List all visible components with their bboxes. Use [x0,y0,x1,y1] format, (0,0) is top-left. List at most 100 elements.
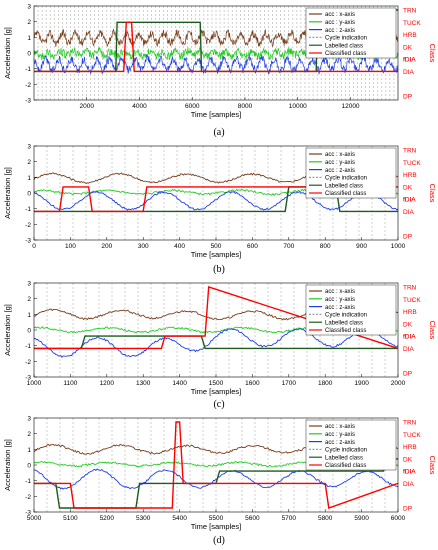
classified-class-line [34,421,399,509]
x-tick-label: 6000 [391,515,406,522]
x-tick-label: 1100 [63,380,77,387]
x-axis-label: Time [samples] [191,110,242,119]
class-label: TUCK [403,20,421,27]
classified-class-line [34,21,398,73]
class-label: DIA [403,209,415,216]
y-tick-label: 1 [27,35,31,42]
class-label: DK [403,44,413,51]
legend-item: acc : z-axis [325,440,355,446]
x-tick-label: 300 [138,243,149,250]
series-z-axis-line [33,468,399,490]
y-tick-label: -2 [25,222,31,229]
legend-item: acc : x-axis [325,424,355,430]
class-label: DK [403,456,413,463]
class-label: TRN [403,285,417,292]
y-tick-label: 0 [27,191,31,198]
legend-item: acc : x-axis [325,152,355,158]
legend: acc : x-axis acc : y-axis acc : z-axis Cycl… [305,7,397,59]
class-label: TUCK [403,160,421,167]
x-tick-label: 6000 [185,103,200,110]
panel-caption: (a) [213,127,225,138]
legend-box [305,147,397,199]
y-tick-label: 1 [27,312,31,319]
x-tick-label: 5400 [172,515,187,522]
x-tick-label: 400 [174,243,185,250]
y-tick-label: -2 [25,359,31,366]
legend-item: acc : z-axis [325,305,355,311]
class-label: fDIA [403,469,416,476]
x-tick-label: 8000 [238,103,253,110]
y-tick-label: -1 [25,66,31,73]
x-tick-label: 5200 [100,515,115,522]
panel-1: 3 2 1 0 -1 -2 -3 2000 4000 6000 8000 10000 12000 Time… [3,4,437,120]
x-tick-label: 1400 [172,380,187,387]
y-axis-label: Acceleration [g] [3,167,12,219]
y-tick-label: -2 [25,82,31,89]
y-tick-label: 1 [27,175,31,182]
class-label: fDIA [403,334,416,341]
series-z-axis-line [33,190,399,211]
x-tick-label: 100 [65,243,76,250]
x-tick-label: 12000 [341,103,359,110]
x-axis-label: Time [samples] [191,522,242,531]
class-label: fDIA [403,469,416,476]
right-axis-label: Class [428,184,437,203]
class-label: DIA [403,69,415,76]
x-tick-label: 1200 [100,380,115,387]
x-tick-label: 1500 [209,380,224,387]
x-tick-label: 10000 [289,103,307,110]
x-tick-label: 5000 [27,515,42,522]
legend: acc : x-axis acc : y-axis acc : z-axis Cycl… [305,147,397,199]
y-tick-label: -3 [25,510,31,517]
legend-item: Cycle indication [325,448,367,454]
right-axis-label: Class [428,456,437,475]
x-tick-label: 1300 [136,380,151,387]
legend-box [305,419,397,471]
y-tick-label: -1 [25,343,31,350]
legend-item: acc : x-axis [325,12,355,18]
x-tick-label: 1600 [245,380,260,387]
class-label: DP [403,371,412,378]
x-tick-label: 5800 [318,515,333,522]
x-tick-label: 200 [101,243,112,250]
legend-item: Labelled class [325,320,363,326]
legend-item: Labelled class [325,183,363,189]
class-label: HRB [403,32,417,39]
y-tick-label: 3 [27,144,31,151]
x-tick-label: 5100 [63,515,78,522]
y-axis-label: Acceleration [g] [3,439,12,491]
legend-item: Cycle indication [325,176,367,182]
y-tick-label: -3 [25,98,31,105]
classified-class-line [34,186,398,213]
class-label: DIA [403,481,415,488]
x-tick-label: 2000 [391,380,406,387]
class-label: fDIA [403,57,416,64]
legend-item: acc : y-axis [325,20,355,26]
right-axis-label: Class [428,44,437,63]
legend: acc : x-axis acc : y-axis acc : z-axis Cycl… [305,284,397,336]
class-label: DK [403,184,413,191]
legend-item: acc : z-axis [325,28,355,34]
y-tick-label: -2 [25,494,31,501]
x-tick-label: 1000 [391,243,406,250]
panel-caption: (c) [213,399,225,410]
y-tick-label: 2 [27,159,31,166]
x-tick-label: 800 [320,243,331,250]
y-tick-label: -1 [25,206,31,213]
x-tick-label: 2000 [80,103,95,110]
legend-item: acc : y-axis [325,160,355,166]
class-label: TUCK [403,297,421,304]
y-tick-label: 0 [27,328,31,335]
legend-item: Classified class [325,328,366,334]
class-label: TRN [403,8,417,15]
legend-item: Labelled class [325,43,363,49]
legend-box [305,284,397,336]
class-label: DIA [403,346,415,353]
legend-item: Classified class [325,191,366,197]
legend-item: acc : z-axis [325,168,355,174]
x-tick-label: 600 [247,243,258,250]
